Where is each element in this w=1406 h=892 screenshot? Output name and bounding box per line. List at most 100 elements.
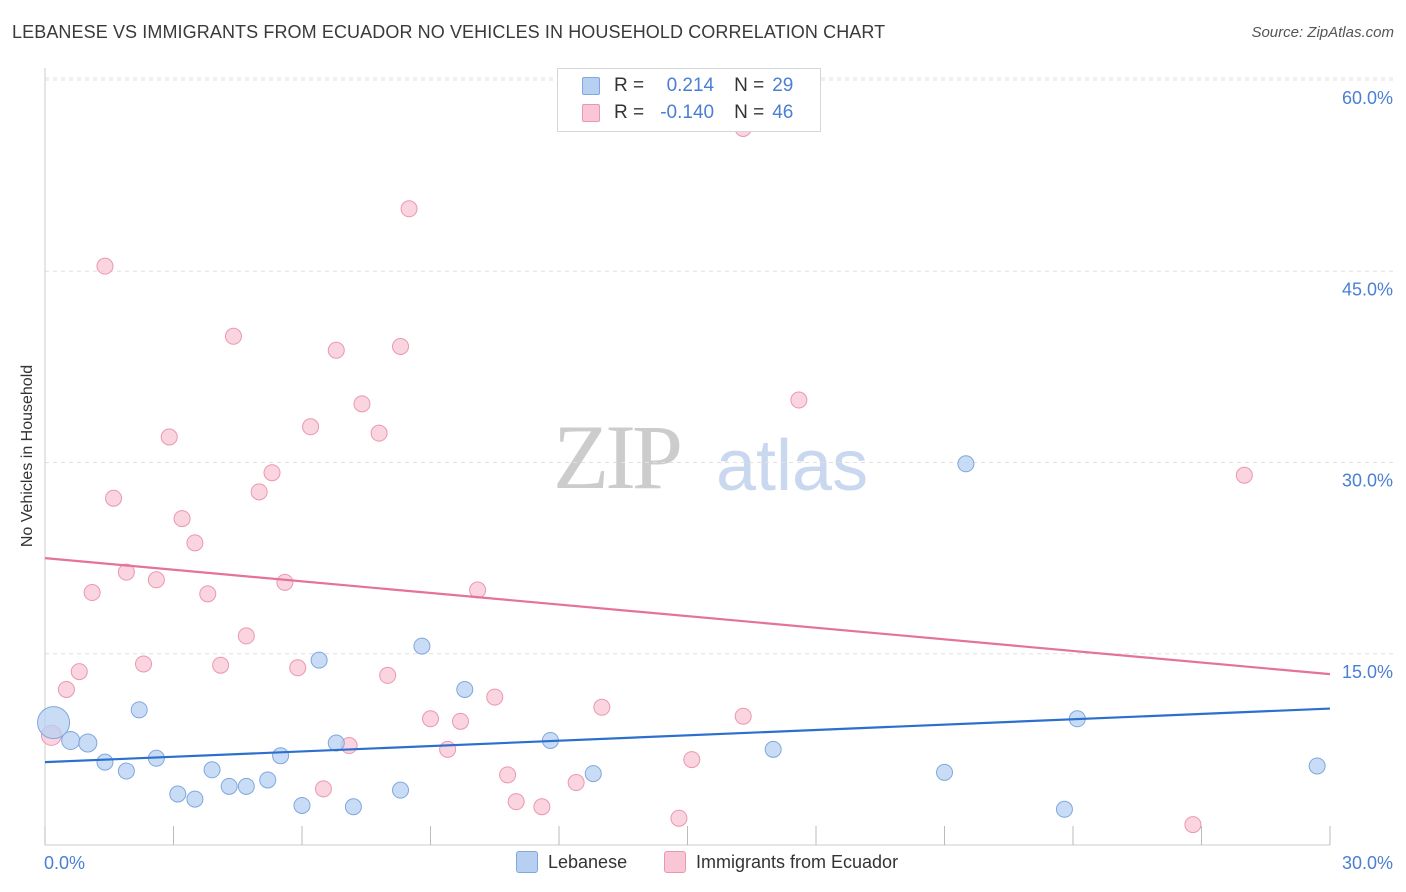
r-value: -0.140 bbox=[660, 102, 715, 123]
ecuador-point bbox=[96, 257, 114, 275]
lebanese-point bbox=[392, 781, 410, 799]
lebanese-legend-swatch bbox=[516, 851, 538, 873]
lebanese-point bbox=[344, 798, 362, 816]
x-tick-label: 30.0% bbox=[1342, 853, 1393, 873]
ecuador-point bbox=[314, 780, 332, 798]
legend-item-lebanese: Lebanese bbox=[516, 851, 627, 873]
watermark-atlas: atlas bbox=[716, 426, 869, 506]
lebanese-point bbox=[61, 730, 81, 750]
ecuador-point bbox=[160, 428, 178, 446]
lebanese-point bbox=[456, 680, 474, 698]
x-tick-label: 0.0% bbox=[44, 853, 85, 873]
ecuador-point bbox=[302, 418, 320, 436]
ecuador-point bbox=[379, 666, 397, 684]
r-value: 0.214 bbox=[666, 75, 715, 96]
ecuador-swatch bbox=[582, 104, 600, 122]
n-label: N = bbox=[734, 75, 765, 96]
r-label: R = bbox=[614, 102, 645, 123]
ecuador-legend-swatch bbox=[664, 851, 686, 873]
ecuador-point bbox=[173, 510, 191, 528]
ecuador-point bbox=[1184, 816, 1202, 834]
ecuador-point bbox=[422, 710, 439, 728]
ecuador-point bbox=[370, 424, 388, 442]
ecuador-trend-line bbox=[44, 557, 1331, 676]
ecuador-point bbox=[451, 712, 469, 730]
ecuador-point bbox=[199, 585, 217, 603]
ecuador-point bbox=[790, 391, 808, 409]
legend-item-ecuador: Immigrants from Ecuador bbox=[664, 851, 898, 873]
ecuador-point bbox=[105, 489, 123, 507]
r-label: R = bbox=[614, 75, 645, 96]
watermark-zip: ZIP bbox=[553, 406, 683, 508]
ecuador-point bbox=[237, 627, 255, 645]
ecuador-point bbox=[250, 483, 268, 501]
stats-legend: R = 0.214 N = 29 R = -0.140 N = 46 bbox=[557, 68, 821, 132]
chart-title: LEBANESE VS IMMIGRANTS FROM ECUADOR NO V… bbox=[12, 22, 886, 42]
lebanese-swatch bbox=[582, 77, 600, 95]
ecuador-point bbox=[567, 774, 585, 792]
y-tick-label: 15.0% bbox=[1342, 662, 1393, 682]
lebanese-point bbox=[130, 701, 148, 719]
lebanese-point bbox=[117, 762, 135, 780]
lebanese-point bbox=[78, 733, 98, 753]
ecuador-point bbox=[1235, 466, 1253, 484]
ecuador-point bbox=[683, 751, 701, 769]
ecuador-point bbox=[400, 200, 418, 218]
stats-legend-row-ecuador: R = -0.140 N = 46 bbox=[582, 100, 793, 126]
ecuador-point bbox=[439, 740, 457, 758]
ecuador-point bbox=[135, 655, 153, 673]
ecuador-point bbox=[486, 688, 504, 706]
lebanese-point bbox=[220, 777, 238, 795]
ecuador-point bbox=[276, 573, 294, 591]
lebanese-point bbox=[413, 637, 431, 655]
ecuador-point bbox=[499, 766, 517, 784]
y-tick-label: 60.0% bbox=[1342, 88, 1393, 108]
y-tick-label: 45.0% bbox=[1342, 279, 1393, 299]
lebanese-point bbox=[584, 765, 602, 783]
ecuador-point bbox=[117, 563, 135, 581]
ecuador-point bbox=[507, 793, 525, 811]
n-value: 46 bbox=[772, 102, 794, 123]
lebanese-point bbox=[1308, 757, 1326, 775]
lebanese-point bbox=[272, 747, 290, 765]
n-label: N = bbox=[734, 102, 765, 123]
lebanese-point bbox=[203, 761, 221, 779]
y-tick-label: 30.0% bbox=[1342, 471, 1393, 491]
ecuador-point bbox=[186, 534, 204, 552]
ecuador-point bbox=[327, 341, 345, 359]
ecuador-point bbox=[212, 656, 230, 674]
lebanese-point bbox=[1055, 800, 1073, 818]
lebanese-point bbox=[37, 706, 71, 740]
ecuador-point bbox=[670, 809, 688, 827]
ecuador-point bbox=[70, 663, 88, 681]
ecuador-point bbox=[263, 464, 281, 482]
ecuador-point bbox=[533, 798, 551, 816]
ecuador-point bbox=[83, 584, 101, 602]
lebanese-trend-line bbox=[44, 707, 1331, 764]
ecuador-point bbox=[147, 571, 165, 589]
lebanese-point bbox=[237, 777, 255, 795]
lebanese-point bbox=[259, 771, 277, 789]
lebanese-point bbox=[957, 455, 975, 473]
ecuador-point bbox=[224, 327, 242, 345]
lebanese-point bbox=[169, 785, 187, 803]
lebanese-point bbox=[186, 790, 204, 808]
ecuador-point bbox=[593, 698, 611, 716]
lebanese-point bbox=[96, 753, 114, 771]
lebanese-point bbox=[327, 734, 345, 752]
ecuador-point bbox=[289, 659, 307, 677]
stats-legend-row-lebanese: R = 0.214 N = 29 bbox=[582, 73, 793, 99]
lebanese-point bbox=[293, 796, 311, 814]
ecuador-point bbox=[353, 395, 371, 413]
legend-label-lebanese: Lebanese bbox=[548, 851, 628, 872]
source-label: Source: ZipAtlas.com bbox=[1251, 24, 1394, 41]
n-value: 29 bbox=[772, 75, 794, 96]
ecuador-point bbox=[734, 707, 752, 725]
ecuador-point bbox=[392, 337, 410, 355]
lebanese-point bbox=[936, 763, 953, 781]
ecuador-point bbox=[57, 680, 75, 698]
legend-label-ecuador: Immigrants from Ecuador bbox=[696, 851, 899, 872]
lebanese-point bbox=[310, 651, 328, 669]
lebanese-point bbox=[764, 740, 782, 758]
